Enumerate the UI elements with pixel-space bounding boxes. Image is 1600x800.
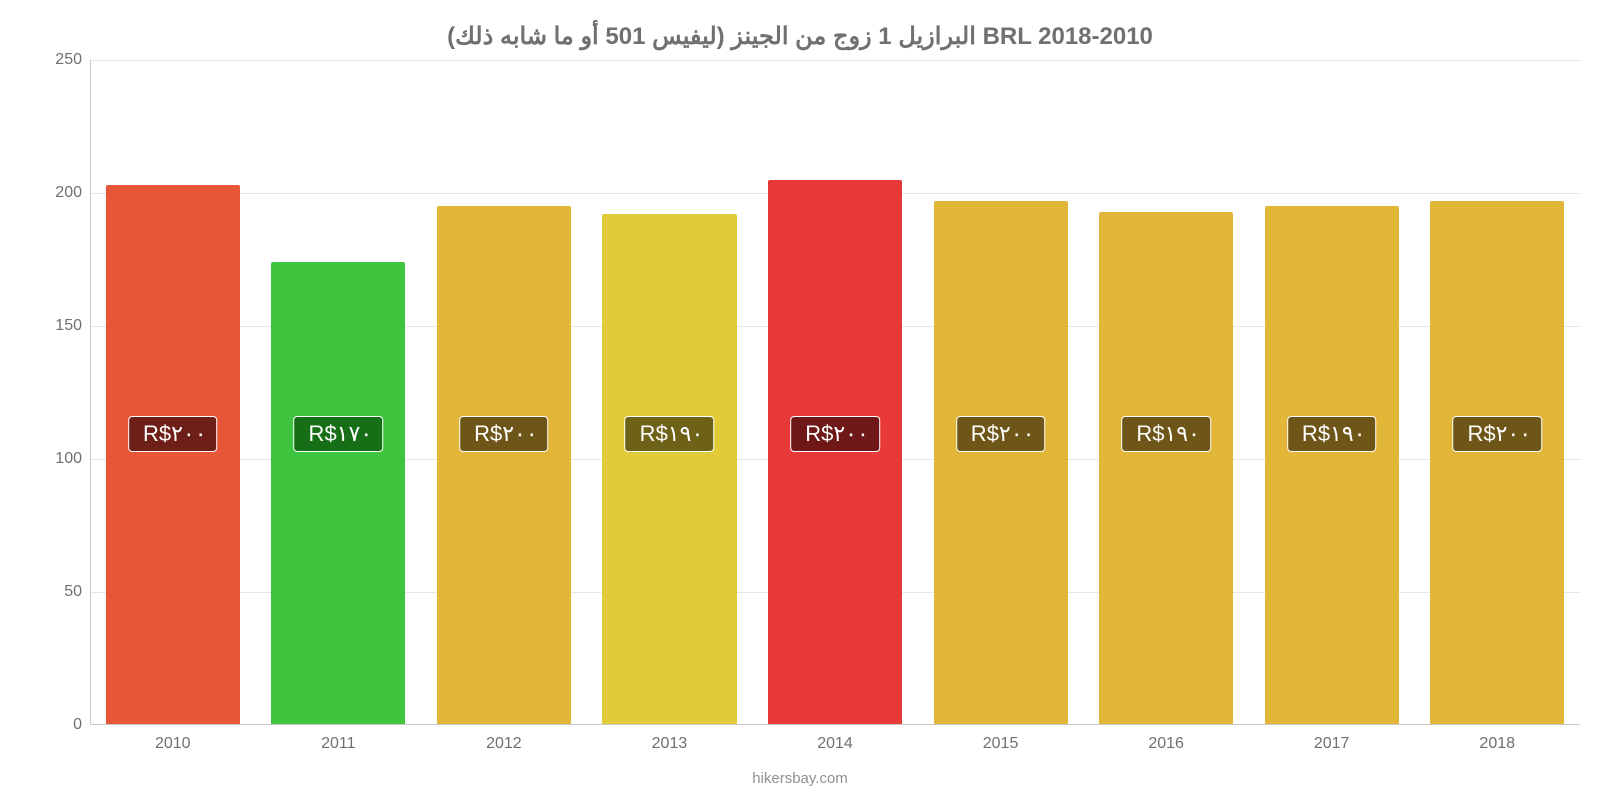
bar: ٢٠٠ R$ — [1430, 201, 1564, 725]
bar: ٢٠٠ R$ — [934, 201, 1068, 725]
x-tick-label: 2015 — [983, 735, 1019, 753]
bar: ١٧٠ R$ — [271, 262, 405, 725]
bar-slot: ٢٠٠ R$ — [918, 60, 1084, 725]
y-tick-label: 50 — [64, 583, 82, 601]
bar-slot: ٢٠٠ R$ — [90, 60, 256, 725]
y-tick-label: 150 — [55, 317, 82, 335]
x-tick-label: 2011 — [321, 735, 355, 753]
bar-value-label: ٢٠٠ R$ — [790, 416, 880, 452]
bar-slot: ١٩٠ R$ — [587, 60, 753, 725]
y-tick-label: 100 — [55, 450, 82, 468]
bar-slot: ٢٠٠ R$ — [752, 60, 918, 725]
bar-value-label: ٢٠٠ R$ — [459, 416, 549, 452]
bar: ١٩٠ R$ — [602, 214, 736, 725]
chart-title: البرازيل 1 زوج من الجينز (ليفيس 501 أو م… — [0, 0, 1600, 59]
bar: ٢٠٠ R$ — [106, 185, 240, 725]
x-tick-label: 2017 — [1314, 735, 1350, 753]
x-tick-label: 2012 — [486, 735, 522, 753]
bar-slot: ١٩٠ R$ — [1249, 60, 1415, 725]
x-tick-label: 2014 — [817, 735, 853, 753]
bar: ٢٠٠ R$ — [437, 206, 571, 725]
bar-value-label: ١٩٠ R$ — [1287, 416, 1377, 452]
bar-value-label: ٢٠٠ R$ — [1452, 416, 1542, 452]
bars-container: ٢٠٠ R$ ١٧٠ R$ ٢٠٠ R$ ١٩٠ R$ ٢٠٠ R$ ٢٠٠ R$ ١٩٠ … — [90, 60, 1580, 725]
bar-value-label: ١٧٠ R$ — [294, 416, 384, 452]
bar-value-label: ٢٠٠ R$ — [128, 416, 218, 452]
x-tick-label: 2010 — [155, 735, 191, 753]
bar-value-label: ١٩٠ R$ — [1121, 416, 1211, 452]
x-tick-label: 2018 — [1479, 735, 1515, 753]
bar-value-label: ١٩٠ R$ — [625, 416, 715, 452]
y-tick-label: 250 — [55, 51, 82, 69]
bar-slot: ٢٠٠ R$ — [1415, 60, 1581, 725]
bar: ١٩٠ R$ — [1099, 212, 1233, 725]
y-tick-label: 200 — [55, 184, 82, 202]
y-tick-label: 0 — [73, 716, 82, 734]
bar: ٢٠٠ R$ — [768, 180, 902, 725]
bar: ١٩٠ R$ — [1265, 206, 1399, 725]
bar-value-label: ٢٠٠ R$ — [956, 416, 1046, 452]
y-axis-line — [90, 60, 91, 725]
bar-slot: ٢٠٠ R$ — [421, 60, 587, 725]
bar-slot: ١٩٠ R$ — [1083, 60, 1249, 725]
bar-slot: ١٧٠ R$ — [256, 60, 422, 725]
watermark: hikersbay.com — [752, 770, 848, 787]
x-tick-label: 2013 — [652, 735, 688, 753]
x-tick-label: 2016 — [1148, 735, 1184, 753]
x-axis-line — [90, 724, 1580, 725]
chart-plot-area: ٢٠٠ R$ ١٧٠ R$ ٢٠٠ R$ ١٩٠ R$ ٢٠٠ R$ ٢٠٠ R$ ١٩٠ … — [90, 60, 1580, 725]
